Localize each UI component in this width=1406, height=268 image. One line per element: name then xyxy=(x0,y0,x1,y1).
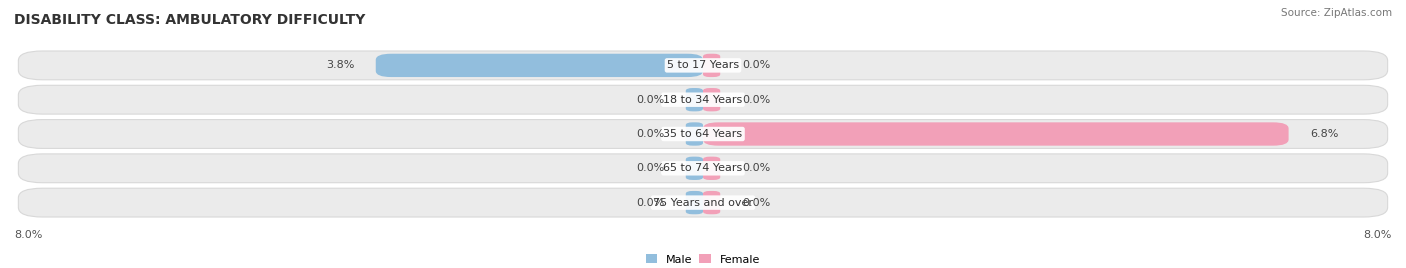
Text: 0.0%: 0.0% xyxy=(742,163,770,173)
Text: 35 to 64 Years: 35 to 64 Years xyxy=(664,129,742,139)
FancyBboxPatch shape xyxy=(686,88,703,111)
FancyBboxPatch shape xyxy=(375,54,703,77)
Text: 3.8%: 3.8% xyxy=(326,60,354,70)
FancyBboxPatch shape xyxy=(703,54,720,77)
FancyBboxPatch shape xyxy=(18,154,1388,183)
Text: 0.0%: 0.0% xyxy=(742,60,770,70)
FancyBboxPatch shape xyxy=(18,51,1388,80)
Text: DISABILITY CLASS: AMBULATORY DIFFICULTY: DISABILITY CLASS: AMBULATORY DIFFICULTY xyxy=(14,13,366,27)
Text: Source: ZipAtlas.com: Source: ZipAtlas.com xyxy=(1281,8,1392,18)
FancyBboxPatch shape xyxy=(703,157,720,180)
Text: 5 to 17 Years: 5 to 17 Years xyxy=(666,60,740,70)
Text: 65 to 74 Years: 65 to 74 Years xyxy=(664,163,742,173)
Text: 0.0%: 0.0% xyxy=(636,129,664,139)
FancyBboxPatch shape xyxy=(686,191,703,214)
FancyBboxPatch shape xyxy=(18,85,1388,114)
Text: 0.0%: 0.0% xyxy=(636,198,664,208)
Text: 0.0%: 0.0% xyxy=(636,163,664,173)
Text: 0.0%: 0.0% xyxy=(742,95,770,105)
FancyBboxPatch shape xyxy=(686,157,703,180)
FancyBboxPatch shape xyxy=(18,120,1388,148)
Text: 8.0%: 8.0% xyxy=(14,230,42,240)
FancyBboxPatch shape xyxy=(18,188,1388,217)
Text: 75 Years and over: 75 Years and over xyxy=(652,198,754,208)
Text: 0.0%: 0.0% xyxy=(636,95,664,105)
FancyBboxPatch shape xyxy=(686,122,703,146)
FancyBboxPatch shape xyxy=(703,122,1289,146)
Text: 8.0%: 8.0% xyxy=(1364,230,1392,240)
Text: 6.8%: 6.8% xyxy=(1310,129,1339,139)
Text: 0.0%: 0.0% xyxy=(742,198,770,208)
FancyBboxPatch shape xyxy=(703,191,720,214)
Legend: Male, Female: Male, Female xyxy=(641,250,765,268)
FancyBboxPatch shape xyxy=(703,88,720,111)
Text: 18 to 34 Years: 18 to 34 Years xyxy=(664,95,742,105)
